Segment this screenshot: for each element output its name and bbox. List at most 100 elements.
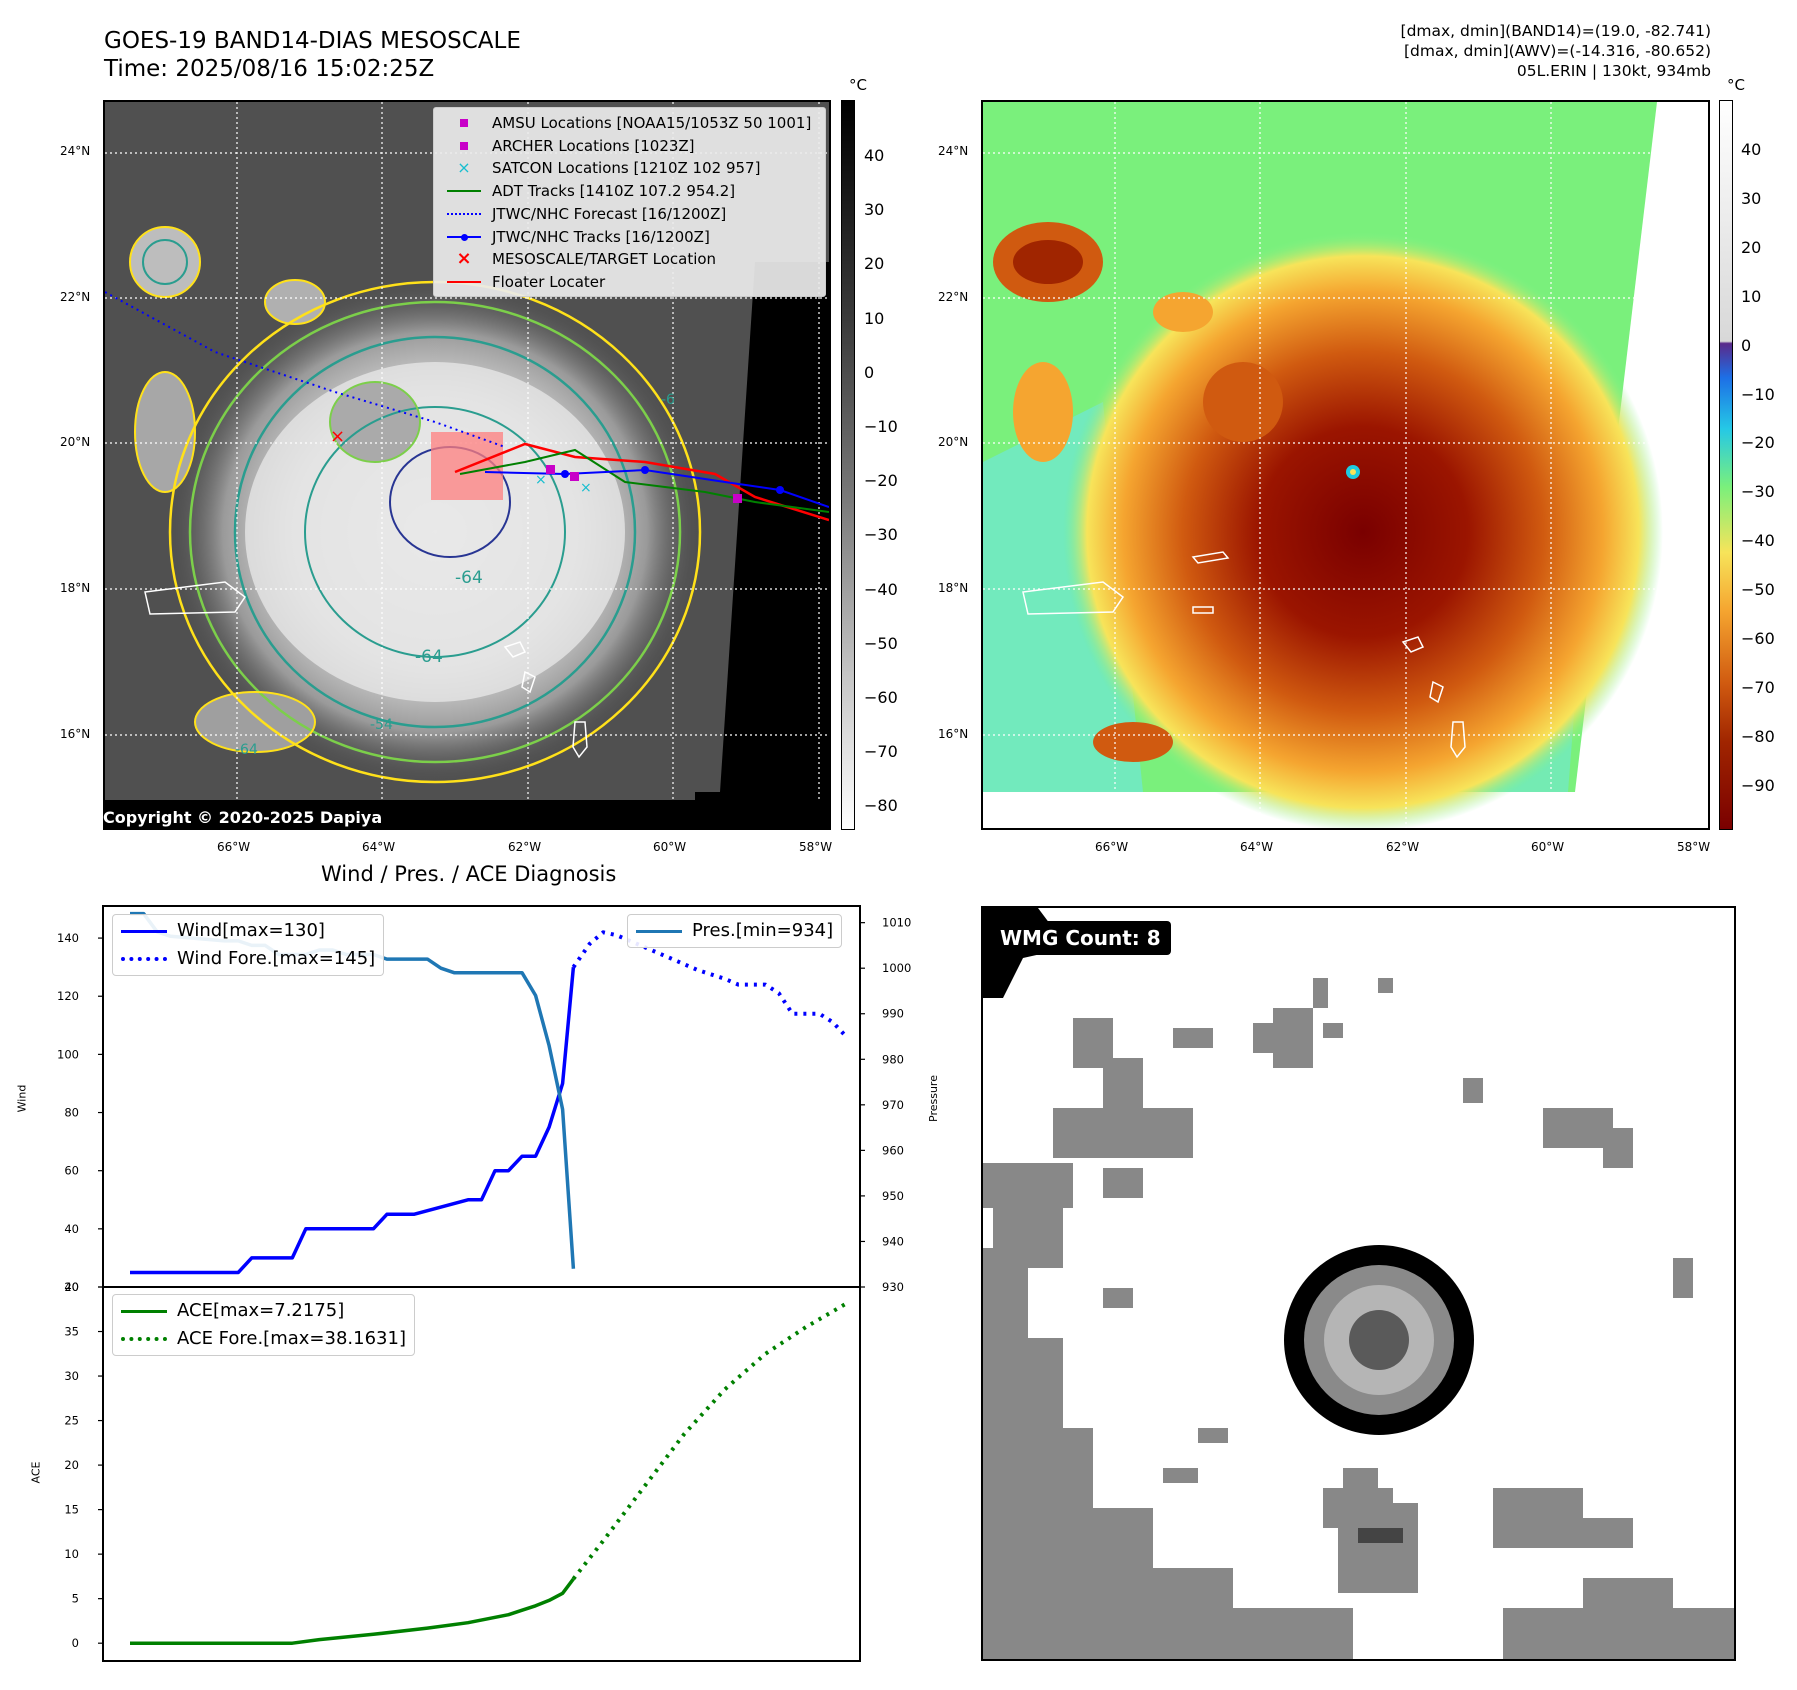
colorbar-tick-label: −30: [1741, 482, 1775, 502]
lat-label: 22°N: [938, 290, 969, 304]
y-tick-label: 25: [64, 1414, 79, 1428]
colorbar-tick-label: −80: [864, 796, 898, 816]
info-line1: [dmax, dmin](BAND14)=(19.0, -82.741): [1400, 22, 1711, 40]
colorbar-tick-label: 0: [1741, 335, 1752, 355]
colorbar-tick-label: −60: [1741, 629, 1775, 648]
y-tick-label: 0: [72, 1636, 79, 1650]
wind-series-line: [130, 967, 576, 1275]
legend-item: ADT Tracks [1410Z 107.2 954.2]: [442, 180, 817, 203]
contour-label: -54: [370, 717, 393, 733]
legend-item: Wind Fore.[max=145]: [121, 945, 375, 973]
color-colorbar: [1719, 100, 1733, 830]
ir-color-map: [981, 100, 1710, 830]
legend-item: × MESOSCALE/TARGET Location: [456, 248, 717, 270]
lon-label: 58°W: [1677, 840, 1711, 854]
y2-tick-label: 990: [882, 1007, 904, 1021]
wind-ylabel: Wind: [15, 1084, 29, 1113]
lat-label: 24°N: [60, 144, 91, 158]
y-tick-label: 30: [64, 1369, 79, 1383]
lon-label: 58°W: [799, 840, 833, 854]
legend-item: Floater Locater: [442, 271, 817, 294]
y-tick-label: 80: [64, 1106, 79, 1120]
lat-label: 18°N: [938, 581, 969, 595]
lat-label: 16°N: [60, 727, 91, 741]
legend-item: × SATCON Locations [1210Z 102 957]: [457, 158, 761, 178]
lon-label: 62°W: [508, 840, 542, 854]
colorbar-tick-label: −40: [1741, 531, 1775, 551]
colorbar-tick-label: −60: [864, 688, 898, 707]
colorbar-tick-label: −50: [864, 633, 898, 653]
contour-label: -64: [455, 568, 483, 588]
copyright-text: Copyright © 2020-2025 Dapiya: [103, 808, 383, 827]
wmg-count-badge: WMG Count: 8: [990, 921, 1171, 955]
colorbar-tick-label: −20: [864, 471, 898, 491]
y-tick-label: 60: [64, 1164, 79, 1178]
colorbar-tick-label: −80: [1741, 726, 1775, 746]
colorbar-tick-label: −70: [864, 742, 898, 762]
y2-tick-label: 960: [882, 1143, 904, 1157]
lon-label: 66°W: [217, 840, 251, 854]
y2-tick-label: 950: [882, 1189, 904, 1203]
legend-item: AMSU Locations [NOAA15/1053Z 50 1001]: [442, 112, 817, 135]
ace-legend: ACE[max=7.2175] ACE Fore.[max=38.1631]: [112, 1294, 415, 1356]
colorbar-tick-label: 20: [1741, 237, 1762, 257]
lat-label: 18°N: [60, 581, 91, 595]
colorbar-tick-label: −40: [864, 579, 898, 599]
ace-ylabel: ACE: [29, 1461, 43, 1484]
colorbar-tick-label: −90: [1741, 775, 1775, 795]
contour-label: -6: [661, 392, 675, 408]
y-tick-label: 20: [64, 1280, 79, 1294]
legend-item: JTWC/NHC Tracks [16/1200Z]: [442, 226, 817, 249]
legend-item: JTWC/NHC Forecast [16/1200Z]: [442, 203, 817, 226]
colorbar-tick-label: −50: [1741, 580, 1775, 600]
y-tick-label: 120: [57, 989, 79, 1003]
colorbar-tick-label: 10: [1741, 286, 1762, 306]
colorbar-tick-label: 40: [864, 146, 885, 165]
y-tick-label: 100: [57, 1047, 79, 1061]
wmg-panel: [981, 906, 1736, 1661]
y2-tick-label: 930: [882, 1280, 904, 1294]
colorbar-tick-label: −30: [864, 525, 898, 545]
map-legend: AMSU Locations [NOAA15/1053Z 50 1001] AR…: [433, 107, 826, 297]
legend-item: Wind[max=130]: [121, 917, 375, 945]
colorbar-unit: °C: [849, 76, 867, 94]
ace-series-line: [130, 1577, 575, 1645]
wind-legend: Wind[max=130] Wind Fore.[max=145]: [112, 914, 385, 976]
colorbar-tick-label: 0: [864, 362, 875, 382]
lon-label: 64°W: [362, 840, 396, 854]
svg-text:×: ×: [580, 480, 592, 496]
diagnosis-title: Wind / Pres. / ACE Diagnosis: [321, 862, 617, 886]
lat-label: 16°N: [938, 727, 969, 741]
colorbar-tick-label: −10: [864, 417, 898, 436]
y-tick-label: 10: [64, 1547, 79, 1561]
y-tick-label: 15: [64, 1503, 79, 1517]
legend-item: ACE Fore.[max=38.1631]: [121, 1325, 406, 1353]
y2-tick-label: 1000: [882, 961, 911, 975]
ace-forecast-series-line: [571, 1301, 848, 1581]
lat-label: 22°N: [60, 290, 91, 304]
y-tick-label: 140: [57, 931, 79, 945]
colorbar-tick-label: −70: [1741, 677, 1775, 697]
legend-item: ACE[max=7.2175]: [121, 1297, 406, 1325]
chart-title-line1: GOES-19 BAND14-DIAS MESOSCALE: [104, 28, 521, 54]
info-line2: [dmax, dmin](AWV)=(-14.316, -80.652): [1404, 42, 1711, 60]
legend-item: ARCHER Locations [1023Z]: [442, 135, 817, 158]
colorbar-tick-label: 20: [864, 254, 885, 274]
y-tick-label: 20: [64, 1458, 79, 1472]
colorbar-tick-label: −10: [1741, 384, 1775, 404]
colorbar-unit: °C: [1727, 76, 1745, 94]
y2-tick-label: 940: [882, 1234, 904, 1248]
svg-text:×: ×: [535, 472, 547, 488]
y2-tick-label: 1010: [882, 916, 911, 930]
legend-item: Pres.[min=934]: [636, 917, 833, 945]
pressure-ylabel: Pressure: [926, 1075, 940, 1122]
lon-label: 66°W: [1095, 840, 1129, 854]
gray-colorbar: [841, 100, 855, 830]
chart-title-line2: Time: 2025/08/16 15:02:25Z: [104, 56, 435, 82]
y-tick-label: 35: [64, 1325, 79, 1339]
lon-label: 62°W: [1386, 840, 1420, 854]
contour-label: -64: [415, 647, 443, 667]
lon-label: 64°W: [1240, 840, 1274, 854]
y-tick-label: 5: [72, 1592, 79, 1606]
y-tick-label: 40: [64, 1280, 79, 1294]
